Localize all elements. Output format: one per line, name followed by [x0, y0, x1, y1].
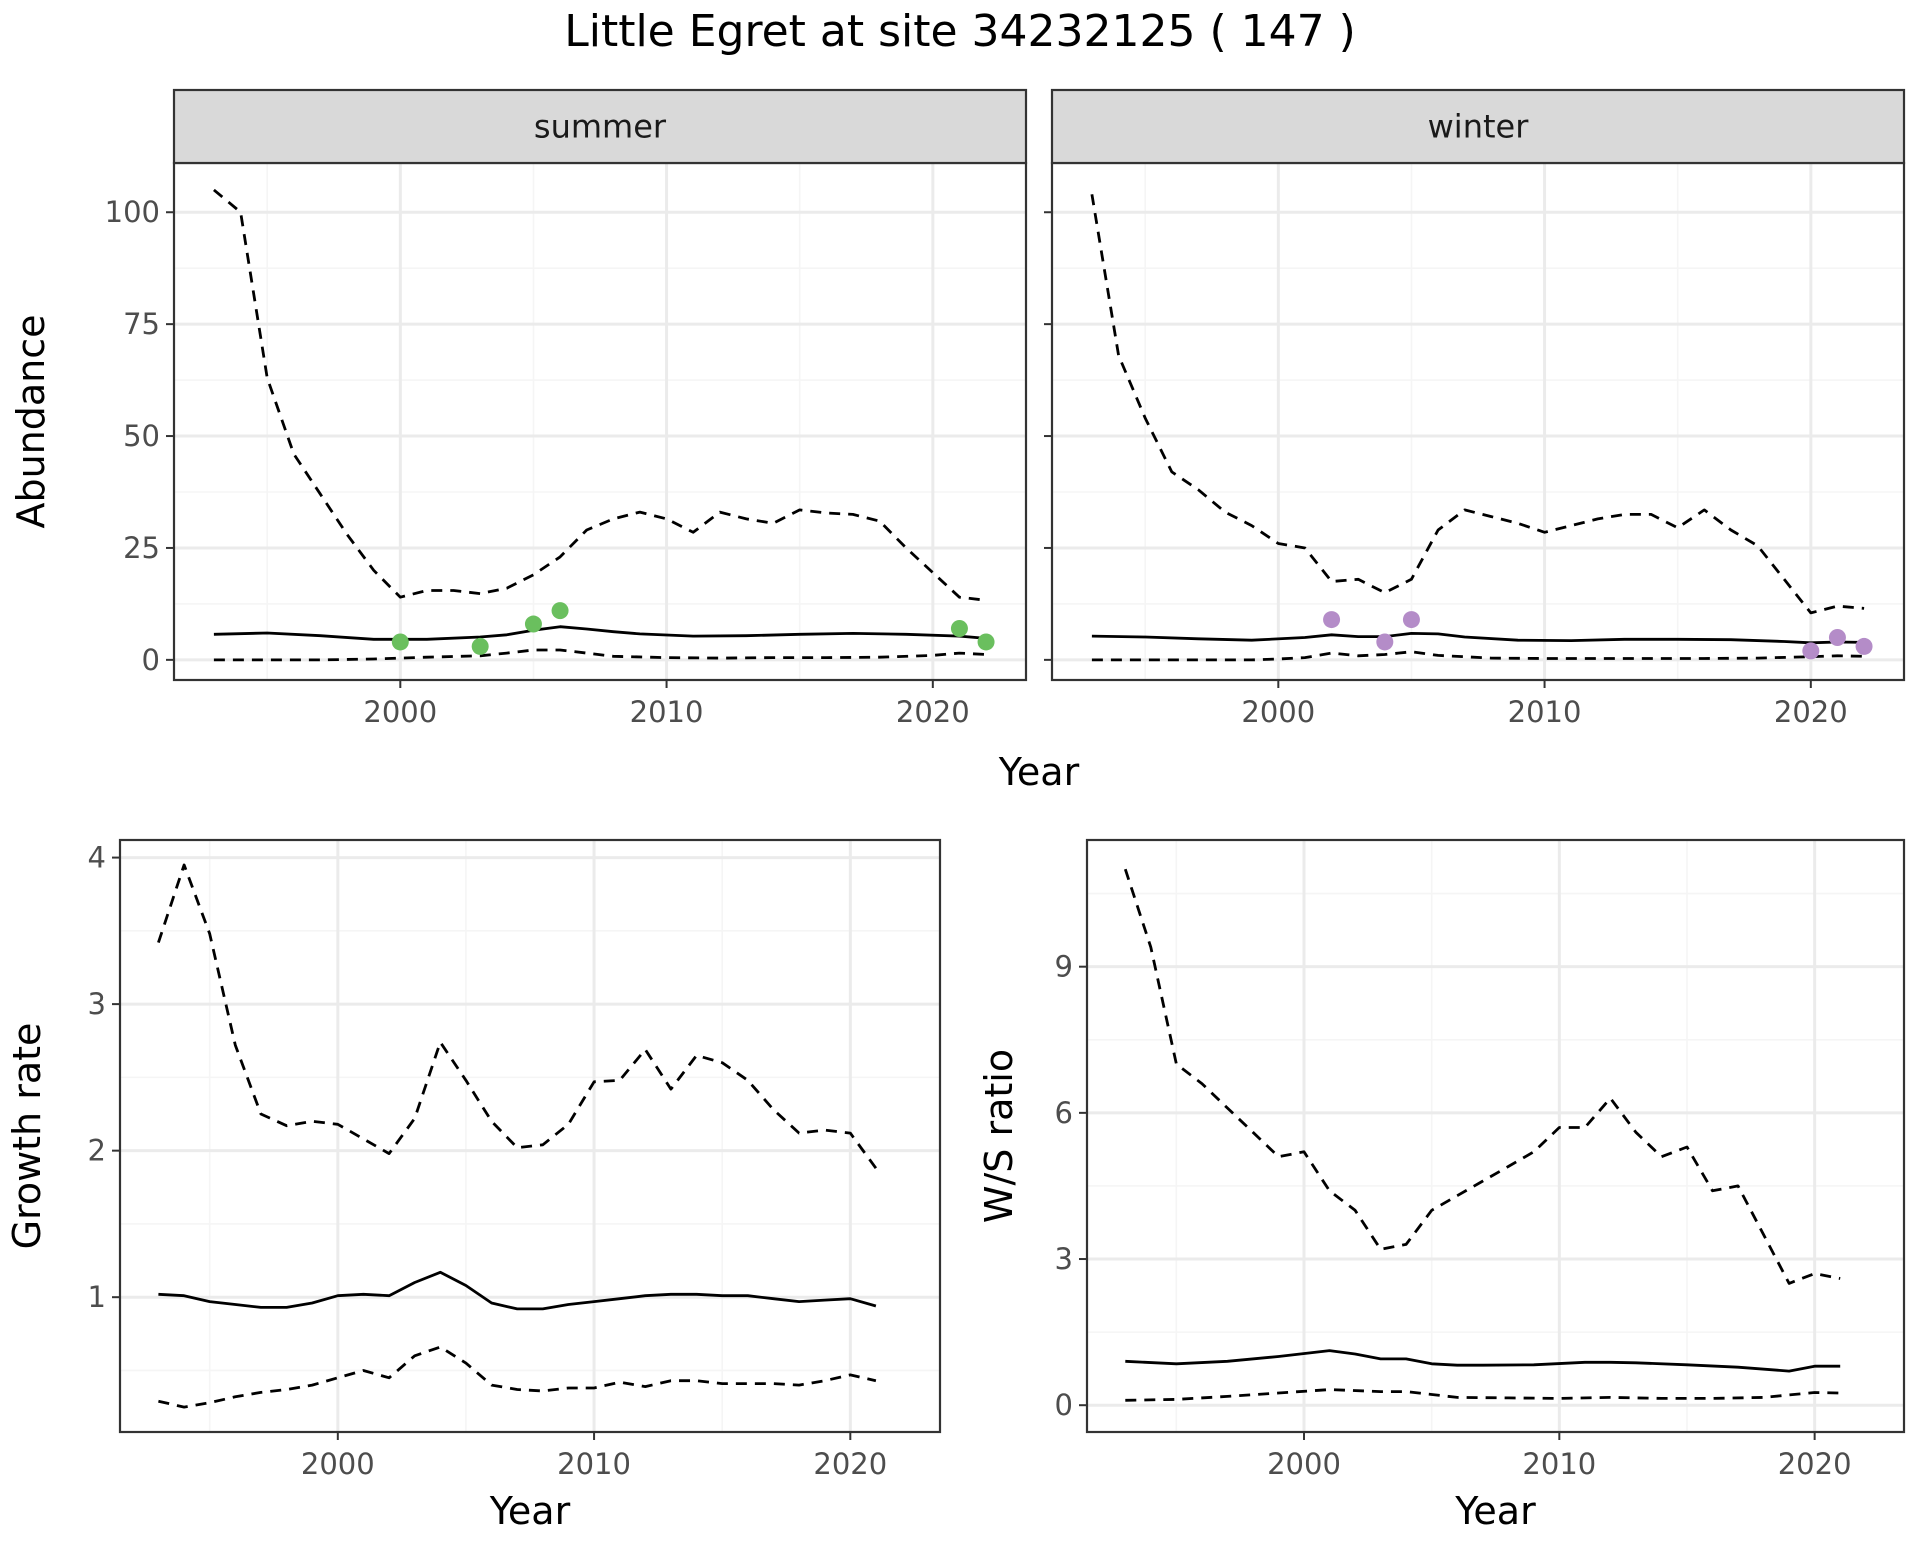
- observed-point: [1402, 611, 1420, 629]
- y-axis-title: Growth rate: [5, 1023, 49, 1250]
- observed-point: [1323, 611, 1341, 629]
- x-tick-label: 2000: [1267, 1447, 1341, 1481]
- observed-point: [551, 602, 569, 620]
- facet-x-axis-title: Year: [998, 750, 1080, 794]
- x-tick-label: 2020: [1774, 695, 1848, 729]
- series-line-lower: [1091, 650, 1865, 662]
- facet-strip: [172, 88, 1028, 165]
- y-tick-label: 50: [123, 419, 160, 453]
- panel-border: [1085, 838, 1906, 1434]
- y-tick-label: 3: [88, 987, 106, 1021]
- y-tick-label: 100: [105, 195, 160, 229]
- series-line-estimate: [1091, 632, 1865, 645]
- x-tick-label: 2020: [1778, 1447, 1852, 1481]
- series-line-upper: [1090, 194, 1865, 615]
- facet-strip-label: summer: [534, 108, 667, 146]
- series-line-lower: [213, 648, 987, 662]
- series-line-upper: [157, 863, 878, 1170]
- main-title: Little Egret at site 34232125 ( 147 ): [564, 6, 1356, 57]
- series-line-estimate: [158, 1270, 877, 1311]
- observed-point: [950, 620, 968, 638]
- series-line-estimate: [213, 625, 987, 641]
- summer-abundance-panel: summer 2000 2010 2020 0 25 50 75 100 Abundance: [9, 88, 1028, 729]
- ws-ratio-panel: 2000 2010 2020 0 3 6 9 W/S ratio Year: [977, 838, 1906, 1533]
- observed-point: [1802, 642, 1820, 660]
- series-line-upper: [1123, 868, 1841, 1285]
- growth-rate-panel: 2000 2010 2020 1 2 3 4 Growth rate Year: [5, 838, 942, 1533]
- y-tick-label: 3: [1055, 1242, 1073, 1276]
- series-line-lower: [1125, 1388, 1841, 1402]
- observed-point: [391, 633, 409, 651]
- plot-background: [1087, 840, 1904, 1432]
- x-tick-label: 2010: [557, 1447, 631, 1481]
- y-tick-label: 75: [123, 307, 160, 341]
- x-tick-label: 2000: [301, 1447, 375, 1481]
- y-tick-label: 25: [123, 531, 160, 565]
- x-tick-label: 2010: [630, 695, 704, 729]
- y-tick-label: 0: [142, 643, 160, 677]
- winter-abundance-panel: winter 2000 2010 2020: [1044, 88, 1906, 729]
- panel-border: [118, 838, 942, 1434]
- y-tick-label: 1: [88, 1280, 106, 1314]
- x-tick-label: 2010: [1508, 695, 1582, 729]
- observed-point: [1855, 637, 1873, 655]
- observed-point: [524, 615, 542, 633]
- observed-point: [977, 633, 995, 651]
- series-line-lower: [158, 1345, 877, 1409]
- series-line-estimate: [1125, 1349, 1841, 1373]
- y-axis-title: Abundance: [9, 314, 53, 528]
- facet-strip: [1050, 88, 1906, 165]
- y-tick-label: 0: [1055, 1388, 1073, 1422]
- y-tick-label: 2: [88, 1134, 106, 1168]
- x-tick-label: 2000: [363, 695, 437, 729]
- observed-point: [1376, 633, 1394, 651]
- x-tick-label: 2020: [896, 695, 970, 729]
- x-tick-label: 2020: [813, 1447, 887, 1481]
- x-tick-label: 2010: [1522, 1447, 1596, 1481]
- series-line-upper: [213, 188, 987, 602]
- y-tick-label: 6: [1055, 1096, 1073, 1130]
- x-axis-title: Year: [1454, 1489, 1536, 1533]
- plot-background: [1052, 163, 1904, 680]
- observed-point: [1828, 628, 1846, 646]
- plot-background: [174, 163, 1026, 680]
- observed-point: [471, 637, 489, 655]
- shared-axis-labels: Year: [998, 750, 1080, 794]
- plot-background: [120, 840, 940, 1432]
- x-tick-label: 2000: [1241, 695, 1315, 729]
- x-axis-title: Year: [489, 1489, 571, 1533]
- facet-strip-label: winter: [1428, 108, 1530, 146]
- y-tick-label: 9: [1055, 950, 1073, 984]
- y-axis-title: W/S ratio: [977, 1049, 1021, 1223]
- y-tick-label: 4: [88, 841, 106, 875]
